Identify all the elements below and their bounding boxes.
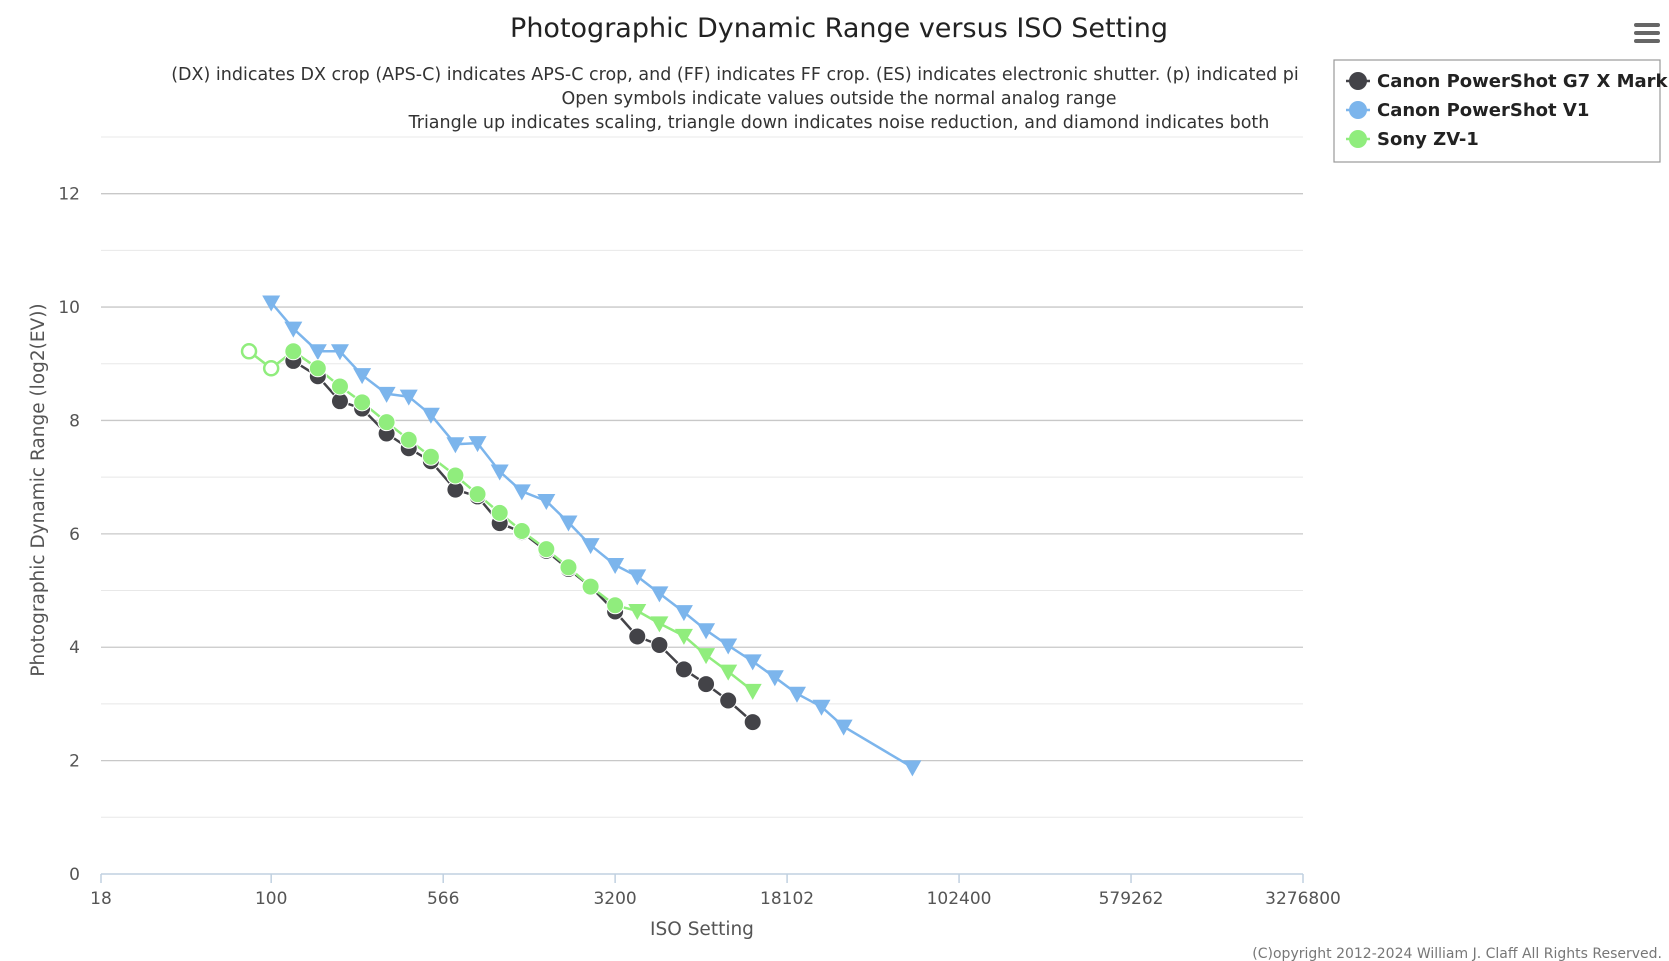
data-point[interactable] xyxy=(628,627,647,646)
data-point[interactable] xyxy=(421,407,440,424)
x-tick-label: 18102 xyxy=(760,889,814,909)
chart-subtitle-1: (DX) indicates DX crop (APS-C) indicates… xyxy=(171,65,1299,85)
data-point[interactable] xyxy=(697,623,716,640)
legend-marker-zv1 xyxy=(1349,130,1367,148)
x-tick-label: 579262 xyxy=(1099,889,1164,909)
data-point[interactable] xyxy=(421,447,440,466)
data-point[interactable] xyxy=(353,393,372,412)
legend-label-v1: Canon PowerShot V1 xyxy=(1377,100,1589,121)
data-point[interactable] xyxy=(512,484,531,501)
data-point[interactable] xyxy=(743,683,762,700)
data-point[interactable] xyxy=(284,342,303,361)
hamburger-menu-icon[interactable] xyxy=(1630,20,1664,50)
x-tick-labels: 18 100 566 3200 18102 102400 579262 3276800 xyxy=(90,874,1341,909)
y-tick-label: 2 xyxy=(69,752,80,772)
data-point[interactable] xyxy=(812,699,831,716)
y-tick-label: 8 xyxy=(69,411,80,431)
x-axis-label: ISO Setting xyxy=(650,919,754,940)
data-point[interactable] xyxy=(262,295,281,312)
x-tick-label: 102400 xyxy=(927,889,992,909)
y-tick-label: 0 xyxy=(69,865,80,885)
chart-subtitle-2: Open symbols indicate values outside the… xyxy=(561,89,1116,109)
series-markers[interactable] xyxy=(240,295,922,777)
x-tick-label: 566 xyxy=(427,889,459,909)
y-tick-label: 10 xyxy=(58,298,80,318)
data-point[interactable] xyxy=(697,675,716,694)
data-point[interactable] xyxy=(537,540,556,559)
data-point[interactable] xyxy=(743,654,762,671)
data-point[interactable] xyxy=(446,466,465,485)
legend-item-g7x[interactable]: Canon PowerShot G7 X Mark II xyxy=(1346,71,1669,92)
data-point[interactable] xyxy=(377,413,396,432)
data-point[interactable] xyxy=(353,368,372,385)
data-point[interactable] xyxy=(719,691,738,710)
data-point[interactable] xyxy=(490,503,509,522)
y-tick-label: 12 xyxy=(58,185,80,205)
y-axis-label: Photographic Dynamic Range (log2(EV)) xyxy=(28,303,49,676)
data-point[interactable] xyxy=(490,464,509,481)
grid-lines xyxy=(101,136,1303,818)
data-point[interactable] xyxy=(606,558,625,575)
data-point[interactable] xyxy=(308,344,327,361)
x-tick-label: 100 xyxy=(255,889,287,909)
data-point[interactable] xyxy=(628,603,647,620)
data-point[interactable] xyxy=(650,635,669,654)
data-point[interactable] xyxy=(834,719,853,736)
y-tick-label: 6 xyxy=(69,525,80,545)
legend-label-g7x: Canon PowerShot G7 X Mark II xyxy=(1377,71,1669,92)
y-tick-labels: 0 2 4 6 8 10 12 xyxy=(58,185,80,885)
x-tick-label: 3276800 xyxy=(1265,889,1341,909)
data-point[interactable] xyxy=(628,569,647,586)
chart-title: Photographic Dynamic Range versus ISO Se… xyxy=(510,13,1168,44)
data-point[interactable] xyxy=(674,605,693,622)
data-point[interactable] xyxy=(308,359,327,378)
data-point[interactable] xyxy=(468,436,487,453)
data-point[interactable] xyxy=(399,430,418,449)
copyright-credit: (C)opyright 2012-2024 William J. Claff A… xyxy=(1252,946,1662,961)
data-point[interactable] xyxy=(765,670,784,687)
data-point[interactable] xyxy=(330,377,349,396)
data-point[interactable] xyxy=(512,522,531,541)
data-point[interactable] xyxy=(446,437,465,454)
data-point[interactable] xyxy=(581,577,600,596)
data-point[interactable] xyxy=(719,664,738,681)
chart-subtitle-3: Triangle up indicates scaling, triangle … xyxy=(408,113,1270,133)
legend-item-zv1[interactable]: Sony ZV-1 xyxy=(1346,129,1479,150)
data-point[interactable] xyxy=(650,586,669,603)
x-tick-label: 3200 xyxy=(593,889,636,909)
data-point[interactable] xyxy=(743,713,762,732)
data-point[interactable] xyxy=(697,648,716,665)
legend-label-zv1: Sony ZV-1 xyxy=(1377,129,1479,150)
legend-item-v1[interactable]: Canon PowerShot V1 xyxy=(1346,100,1589,121)
data-point[interactable] xyxy=(581,538,600,555)
data-point[interactable] xyxy=(377,386,396,403)
series-lines xyxy=(248,301,914,769)
data-point[interactable] xyxy=(559,558,578,577)
data-point[interactable] xyxy=(284,321,303,338)
legend-box xyxy=(1333,59,1661,163)
data-point[interactable] xyxy=(674,660,693,679)
data-point[interactable] xyxy=(719,638,738,655)
data-point[interactable] xyxy=(606,596,625,615)
data-point[interactable] xyxy=(330,344,349,361)
legend-marker-v1 xyxy=(1349,101,1367,119)
legend: Canon PowerShot G7 X Mark II Canon Power… xyxy=(1333,59,1669,163)
data-point[interactable] xyxy=(399,389,418,406)
data-point[interactable] xyxy=(787,686,806,703)
data-point[interactable] xyxy=(674,628,693,645)
data-point[interactable] xyxy=(537,493,556,510)
data-point[interactable] xyxy=(240,343,258,360)
data-point[interactable] xyxy=(468,485,487,504)
legend-marker-g7x xyxy=(1349,72,1367,90)
data-point[interactable] xyxy=(262,360,280,377)
data-point[interactable] xyxy=(903,760,922,777)
x-tick-label: 18 xyxy=(90,889,112,909)
data-point[interactable] xyxy=(559,515,578,532)
data-point[interactable] xyxy=(650,616,669,633)
y-tick-label: 4 xyxy=(69,638,80,658)
